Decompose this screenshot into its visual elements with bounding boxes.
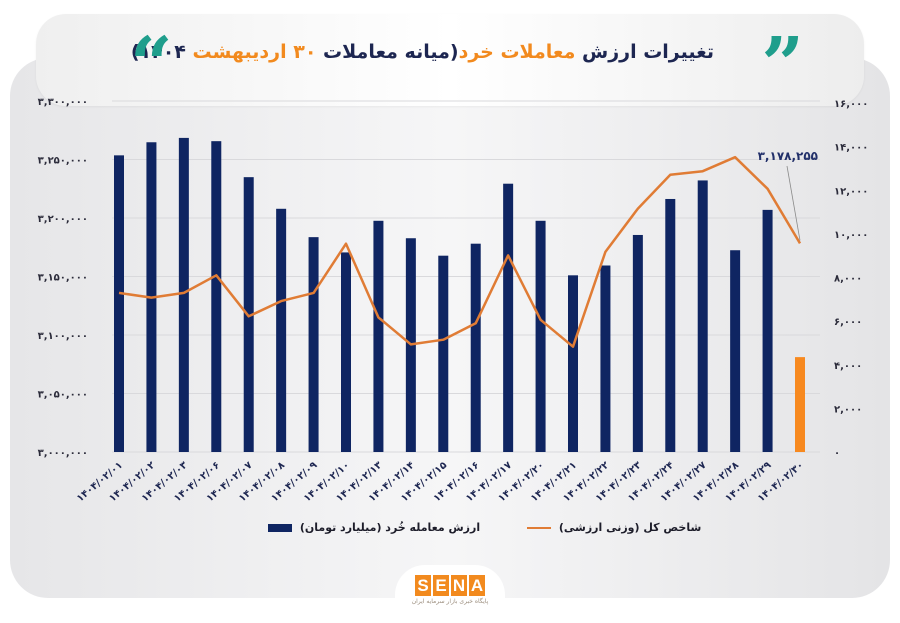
right-axis-tick: ۴,۰۰۰ <box>834 361 862 372</box>
title-bar: ” تغییرات ارزش معاملات خرد(میانه معاملات… <box>36 14 864 106</box>
close-quote-icon: “ <box>130 22 173 108</box>
index-line <box>118 155 802 348</box>
bar <box>438 255 449 452</box>
title-part-1: تغییرات ارزش <box>575 41 714 63</box>
bar <box>697 180 708 452</box>
bar <box>373 220 384 452</box>
page-title: تغییرات ارزش معاملات خرد(میانه معاملات ۳… <box>131 32 714 72</box>
left-axis-tick: ۳,۰۰۰,۰۰۰ <box>38 448 88 459</box>
title-part-3: (میانه معاملات <box>316 41 459 63</box>
logo-letter: N <box>451 575 467 596</box>
bar <box>632 234 643 452</box>
legend-bar-swatch <box>268 524 292 532</box>
right-axis-tick: ۱۴,۰۰۰ <box>834 143 868 154</box>
right-axis-tick: ۶,۰۰۰ <box>834 317 862 328</box>
bar <box>308 237 319 452</box>
left-axis-tick: ۳,۲۰۰,۰۰۰ <box>38 214 88 225</box>
bar <box>470 243 481 452</box>
right-axis-tick: ۲,۰۰۰ <box>834 404 862 415</box>
left-axis-tick: ۳,۳۰۰,۰۰۰ <box>38 97 88 108</box>
bar <box>211 141 222 452</box>
right-axis-tick: ۱۶,۰۰۰ <box>834 99 868 110</box>
legend-bar: ارزش معامله خُرد (میلیارد تومان) <box>268 521 480 534</box>
bar <box>276 208 287 452</box>
right-axis-tick: ۱۲,۰۰۰ <box>834 186 868 197</box>
bar <box>762 209 773 452</box>
left-axis-tick: ۳,۱۰۰,۰۰۰ <box>38 331 88 342</box>
bar <box>535 220 546 452</box>
legend-line: شاخص کل (وزنی ارزشی) <box>527 521 701 534</box>
legend-line-label: شاخص کل (وزنی ارزشی) <box>558 521 702 534</box>
logo-letter: S <box>415 575 431 596</box>
bar <box>178 137 189 452</box>
bar <box>114 155 124 452</box>
bar <box>341 252 351 452</box>
legend-line-swatch <box>527 527 551 529</box>
left-axis-tick: ۳,۲۵۰,۰۰۰ <box>38 156 88 167</box>
title-part-5: ۱۴۰۴) <box>130 41 193 63</box>
bar <box>665 198 676 452</box>
right-axis-tick: ۸,۰۰۰ <box>834 274 862 285</box>
open-quote-icon: ” <box>761 22 804 108</box>
bar <box>795 357 805 452</box>
bar <box>730 250 741 452</box>
logo-subtitle: پایگاه خبری بازار سرمایه ایران <box>411 598 489 605</box>
bar <box>503 183 514 453</box>
chart-card <box>10 58 890 598</box>
title-part-4: ۳۰ اردیبهشت <box>192 41 317 63</box>
logo-letter: E <box>433 575 449 596</box>
left-axis-tick: ۳,۰۵۰,۰۰۰ <box>38 390 88 401</box>
right-axis-tick: ۱۰,۰۰۰ <box>834 230 868 241</box>
annotation-leader <box>786 165 801 241</box>
bar <box>600 265 611 452</box>
logo-background <box>395 565 505 623</box>
left-axis-tick: ۳,۱۵۰,۰۰۰ <box>38 273 88 284</box>
bar <box>568 275 578 452</box>
right-axis-tick: ۰ <box>834 448 840 459</box>
title-part-2: معاملات خرد <box>458 41 576 63</box>
logo-letter: A <box>469 575 485 596</box>
legend-bar-label: ارزش معامله خُرد (میلیارد تومان) <box>299 521 481 534</box>
annotation-label: ۳,۱۷۸,۲۵۵ <box>758 149 818 163</box>
